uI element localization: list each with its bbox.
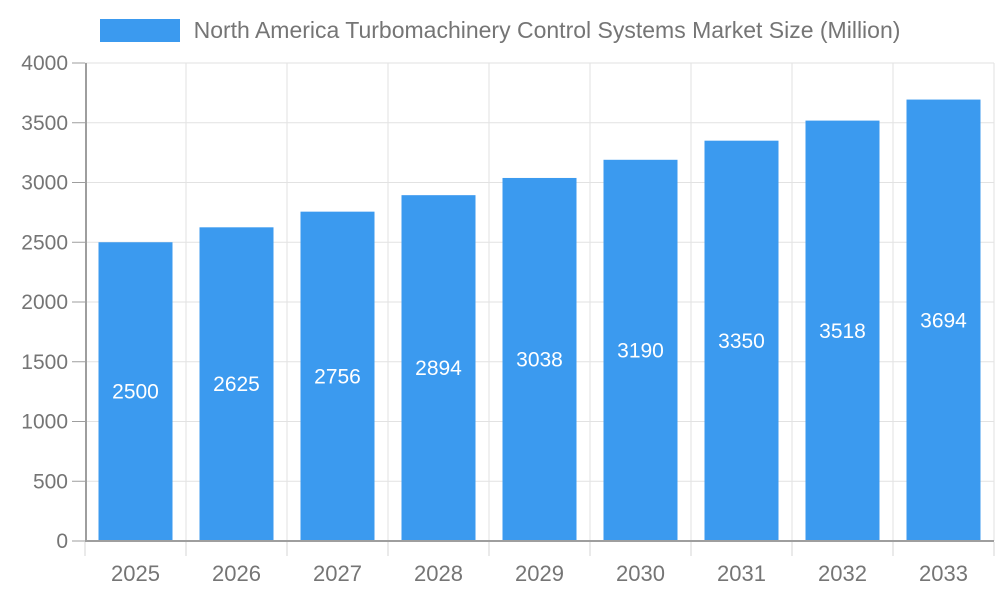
x-tick-label-2028: 2028 [414, 561, 463, 586]
y-tick-label: 4000 [21, 52, 68, 75]
y-tick-label: 3500 [21, 112, 68, 135]
x-tick-label-2027: 2027 [313, 561, 362, 586]
bar-2025[interactable] [98, 242, 173, 541]
bar-value-label: 3190 [617, 339, 664, 362]
x-tick-label-2031: 2031 [717, 561, 766, 586]
bar-value-label: 3038 [516, 348, 563, 371]
bar-value-label: 2625 [213, 373, 260, 396]
y-tick-label: 1500 [21, 351, 68, 374]
bar-value-label: 2894 [415, 357, 462, 380]
bar-2032[interactable] [805, 120, 880, 541]
y-tick-label: 3000 [21, 172, 68, 195]
bar-value-label: 2500 [112, 381, 159, 404]
x-tick-label-2030: 2030 [616, 561, 665, 586]
bar-value-label: 3350 [718, 330, 765, 353]
bar-2033[interactable] [906, 99, 981, 541]
y-tick-label: 1000 [21, 411, 68, 434]
bar-2026[interactable] [199, 227, 274, 541]
y-tick-label: 500 [33, 470, 68, 493]
y-tick-label: 2000 [21, 291, 68, 314]
x-tick-label-2029: 2029 [515, 561, 564, 586]
x-tick-label-2025: 2025 [111, 561, 160, 586]
x-tick-label-2033: 2033 [919, 561, 968, 586]
legend-label: North America Turbomachinery Control Sys… [193, 17, 901, 43]
x-tick-label-2026: 2026 [212, 561, 261, 586]
bar-value-label: 2756 [314, 365, 361, 388]
y-tick-label: 2500 [21, 231, 68, 254]
bar-2030[interactable] [603, 159, 678, 542]
bar-2029[interactable] [502, 177, 577, 542]
chart-legend[interactable]: North America Turbomachinery Control Sys… [0, 17, 1000, 44]
bar-2031[interactable] [704, 140, 779, 542]
bar-value-label: 3518 [819, 320, 866, 343]
legend-swatch [99, 19, 180, 42]
y-tick-label: 0 [56, 530, 68, 553]
bar-2028[interactable] [401, 195, 476, 542]
x-tick-label-2032: 2032 [818, 561, 867, 586]
bar-value-label: 3694 [920, 309, 967, 332]
bar-2027[interactable] [300, 211, 375, 541]
